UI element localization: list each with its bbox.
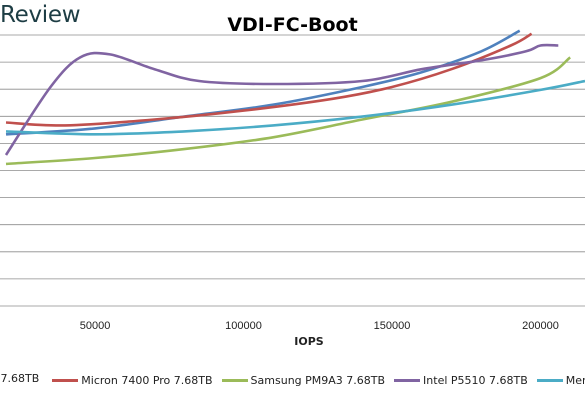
legend-item: Micron 7400 Pro 7.68TB (52, 374, 213, 387)
legend-item: Samsung PM9A3 7.68TB (221, 374, 386, 387)
legend-label: Samsung PM9A3 7.68TB (250, 374, 386, 387)
legend: 6 7.68TB Micron 7400 Pro 7.68TB Samsung PM… (0, 372, 585, 387)
legend-swatch (221, 379, 248, 382)
legend-item: 6 7.68TB (0, 372, 43, 385)
gridlines (0, 34, 585, 307)
series-line-4 (5, 79, 585, 136)
legend-swatch (536, 379, 563, 382)
chart-title: VDI-FC-Boot (227, 14, 358, 36)
x-tick-label: 50000 (80, 320, 111, 332)
series-line-2 (5, 56, 572, 166)
series-line-0 (5, 29, 521, 136)
legend-item: Intel P5510 7.68TB (394, 374, 528, 387)
legend-item: Membl (536, 374, 585, 387)
x-axis-label: IOPS (294, 335, 324, 348)
brand-logo-text: Review (0, 2, 81, 28)
series-line-1 (5, 32, 533, 127)
series-lines (4, 29, 585, 166)
legend-swatch (52, 379, 79, 382)
x-tick-label: 200000 (522, 320, 559, 332)
x-tick-label: 150000 (374, 320, 411, 332)
x-tick-label: 100000 (225, 320, 262, 332)
series-line-3 (4, 43, 559, 156)
legend-label: 6 7.68TB (0, 372, 40, 385)
x-axis-ticks: 50000 100000 150000 200000 (80, 320, 559, 332)
legend-swatch (394, 379, 421, 382)
legend-label: Micron 7400 Pro 7.68TB (81, 374, 213, 387)
legend-label: Intel P5510 7.68TB (423, 374, 528, 387)
legend-label: Membl (565, 374, 585, 387)
